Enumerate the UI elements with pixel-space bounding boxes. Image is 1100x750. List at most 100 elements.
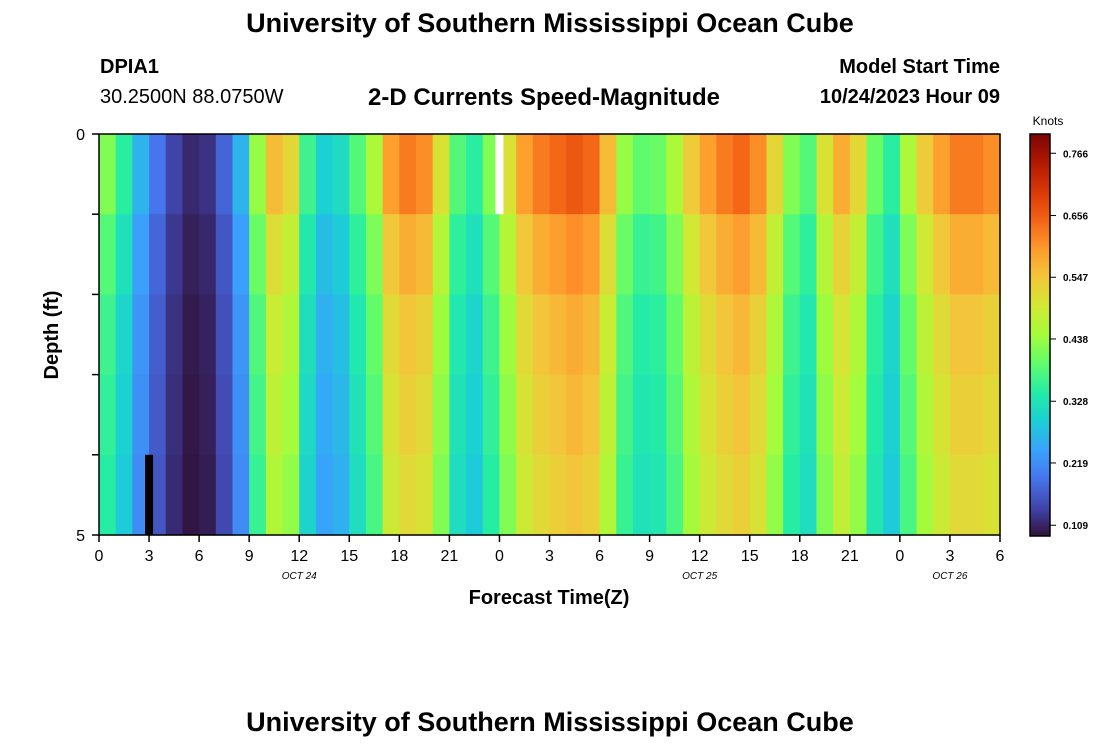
heatmap-cell [315, 374, 334, 456]
heatmap-cell [666, 454, 684, 536]
heatmap-cell [99, 214, 117, 295]
y-tick-label: 0 [76, 127, 85, 144]
heatmap-cell [632, 374, 651, 456]
heatmap-cell [232, 294, 250, 376]
heatmap-cell [482, 454, 501, 536]
heatmap-cell [666, 374, 684, 456]
colorbar-units: Knots [1033, 114, 1064, 128]
x-tick-label: 6 [996, 548, 1005, 565]
heatmap-cell [382, 294, 400, 376]
heatmap-cell [382, 454, 400, 536]
heatmap-cell [349, 214, 367, 295]
x-tick-label: 6 [195, 548, 204, 565]
heatmap-cell [816, 374, 834, 456]
heatmap-cell [265, 454, 284, 536]
heatmap-cell [399, 454, 417, 536]
heatmap-cell [899, 214, 918, 295]
colorbar-gradient [1029, 133, 1051, 537]
heatmap-cell [165, 134, 184, 215]
heatmap-cell [499, 214, 517, 295]
heatmap-cell [466, 134, 484, 215]
heatmap-cell [849, 214, 868, 295]
heatmap-cell [916, 134, 934, 215]
colorbar-tick-label: 0.328 [1063, 397, 1088, 408]
heatmap-cell [682, 214, 701, 295]
heatmap-cell [449, 454, 467, 536]
heatmap-cell [349, 374, 367, 456]
x-tick-label: 15 [340, 548, 358, 565]
heatmap-cell [682, 454, 701, 536]
station-coordinates: 30.2500N 88.0750W [100, 86, 284, 108]
heatmap-cell [432, 134, 450, 215]
heatmap-cell [833, 454, 851, 536]
heatmap-cell [883, 374, 901, 456]
heatmap-cell [816, 294, 834, 376]
heatmap-cell [616, 134, 634, 215]
heatmap-cell [132, 134, 150, 215]
heatmap-cell [499, 134, 517, 215]
heatmap-cell [816, 134, 834, 215]
heatmap-cell [532, 374, 551, 456]
heatmap-cell [332, 294, 350, 376]
heatmap-cell [466, 294, 484, 376]
heatmap-cell [949, 374, 968, 456]
heatmap-cell [966, 134, 984, 215]
x-tick-label: 0 [495, 548, 504, 565]
heatmap-cell [983, 134, 1001, 215]
y-tick-label: 5 [76, 528, 85, 545]
heatmap-cell [833, 374, 851, 456]
heatmap-cell [349, 294, 367, 376]
heatmap-cell [399, 134, 417, 215]
heatmap-cell [933, 374, 951, 456]
heatmap-cell [749, 294, 768, 376]
heatmap-cell [766, 294, 784, 376]
heatmap-cell [666, 134, 684, 215]
heatmap-cell [332, 374, 350, 456]
x-tick-label: 3 [545, 548, 554, 565]
heatmap-cell [699, 134, 717, 215]
heatmap-cell [649, 454, 667, 536]
heatmap-cell [933, 214, 951, 295]
heatmap-cell [149, 294, 167, 376]
heatmap-cell [365, 454, 384, 536]
date-label: OCT 26 [932, 571, 967, 582]
heatmap-cell [749, 374, 768, 456]
heatmap-cell [299, 374, 317, 456]
heatmap-cell [783, 454, 801, 536]
heatmap-cell [849, 374, 868, 456]
heatmap-cell [416, 374, 434, 456]
heatmap-cell [983, 454, 1001, 536]
heatmap-cell [866, 454, 884, 536]
heatmap-cell [332, 214, 350, 295]
heatmap-cell [599, 294, 617, 376]
heatmap-cell [833, 134, 851, 215]
heatmap-cell [449, 134, 467, 215]
heatmap-cell [716, 214, 734, 295]
heatmap-cell [649, 294, 667, 376]
heatmap-cell [983, 294, 1001, 376]
heatmap-cell [399, 294, 417, 376]
missing-data-marker [145, 454, 154, 535]
heatmap-cell [549, 134, 567, 215]
heatmap-cell [582, 214, 601, 295]
heatmap-cell [299, 294, 317, 376]
heatmap-cell [165, 374, 184, 456]
heatmap-cell [899, 134, 918, 215]
heatmap-cell [599, 214, 617, 295]
heatmap-cell [265, 374, 284, 456]
heatmap-cell [282, 134, 300, 215]
heatmap-cell [466, 454, 484, 536]
heatmap-cell [215, 134, 234, 215]
heatmap-cell [416, 134, 434, 215]
heatmap-cell [566, 294, 584, 376]
heatmap-cell [632, 134, 651, 215]
heatmap-cell [115, 454, 133, 536]
heatmap-cell [566, 134, 584, 215]
heatmap-cell [682, 294, 701, 376]
heatmap-cell [282, 214, 300, 295]
heatmap-cell [916, 374, 934, 456]
heatmap-cell [115, 294, 133, 376]
colorbar-tick-label: 0.219 [1063, 459, 1088, 470]
heatmap-cell [149, 214, 167, 295]
heatmap-cell [99, 294, 117, 376]
